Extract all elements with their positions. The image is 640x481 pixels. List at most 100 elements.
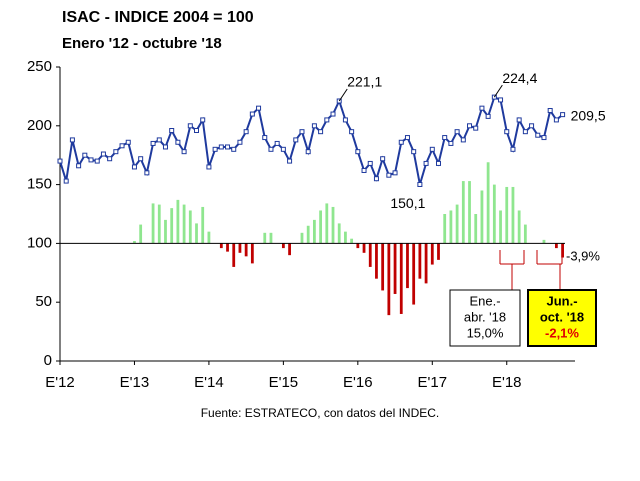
marker: [485, 113, 491, 119]
marker: [107, 156, 113, 162]
bar: [207, 231, 211, 244]
marker: [435, 160, 441, 166]
line: [59, 95, 564, 185]
marker: [175, 139, 181, 145]
x-tick-label: E'17: [418, 374, 448, 391]
marker: [82, 152, 88, 158]
bar: [188, 210, 192, 244]
bar: [182, 204, 186, 244]
marker: [479, 105, 485, 111]
marker: [411, 149, 417, 155]
bar: [263, 232, 267, 244]
marker: [417, 181, 423, 187]
bar: [480, 190, 484, 244]
bar: [306, 225, 310, 244]
bar: [517, 210, 521, 244]
x-tick-label: E'13: [120, 374, 150, 391]
marker: [280, 146, 286, 152]
x-tick-label: E'15: [269, 374, 299, 391]
marker: [404, 135, 410, 141]
bar: [468, 181, 471, 244]
marker: [448, 140, 454, 146]
y-tick-label: 100: [27, 234, 52, 251]
bar: [356, 243, 360, 249]
marker: [144, 170, 150, 176]
marker: [398, 139, 404, 145]
marker: [57, 158, 63, 164]
bar: [281, 243, 285, 249]
marker: [274, 140, 280, 146]
bar: [151, 203, 155, 244]
chart-subtitle: Enero '12 - octubre '18: [62, 35, 222, 52]
bar: [344, 231, 347, 244]
y-tick-label: 50: [35, 293, 52, 310]
marker: [373, 176, 379, 182]
bar: [350, 238, 354, 244]
leader: [493, 84, 503, 98]
marker: [218, 144, 224, 150]
bar: [170, 208, 174, 244]
bar: [288, 243, 291, 256]
bar: [561, 243, 564, 258]
bar: [443, 214, 447, 244]
marker: [442, 135, 448, 141]
bar: [269, 232, 273, 244]
marker: [299, 129, 305, 135]
marker: [63, 178, 69, 184]
marker: [131, 164, 137, 170]
bar: [157, 204, 161, 244]
marker: [510, 146, 516, 152]
bar: [164, 219, 167, 244]
data-label: 150,1: [390, 195, 425, 211]
marker: [361, 167, 367, 173]
y-tick-label: 150: [27, 176, 52, 193]
bar: [250, 243, 254, 264]
bar: [201, 206, 205, 244]
marker: [119, 143, 125, 149]
bar: [505, 186, 509, 244]
bar: [176, 199, 180, 244]
bar: [455, 204, 459, 244]
x-tick-label: E'12: [45, 374, 75, 391]
marker: [268, 146, 274, 152]
marker: [342, 117, 348, 123]
marker: [162, 144, 168, 150]
marker: [529, 123, 535, 129]
bar: [139, 224, 143, 244]
bar: [492, 184, 496, 244]
marker: [262, 135, 268, 141]
bar: [424, 243, 428, 284]
bar: [337, 223, 341, 244]
bar: [418, 243, 422, 279]
bar: [226, 243, 229, 252]
marker: [200, 117, 206, 123]
marker: [181, 149, 187, 155]
chart-title: ISAC - INDICE 2004 = 100: [62, 9, 254, 26]
x-tick-label: E'16: [343, 374, 373, 391]
marker: [318, 129, 324, 135]
bar: [195, 223, 198, 244]
marker: [138, 156, 144, 162]
marker: [498, 97, 504, 103]
marker: [553, 117, 559, 123]
note-text: Jun.-: [546, 293, 577, 308]
marker: [156, 137, 162, 143]
marker: [194, 128, 200, 134]
marker: [504, 129, 510, 135]
marker: [330, 111, 336, 117]
marker: [231, 146, 237, 152]
bar: [232, 243, 236, 267]
marker: [324, 117, 330, 123]
bar: [461, 181, 465, 244]
marker: [76, 163, 82, 169]
marker: [349, 129, 355, 135]
bar: [486, 162, 490, 244]
marker: [473, 125, 479, 131]
data-label: 209,5: [571, 107, 606, 123]
marker: [380, 156, 386, 162]
bar: [375, 243, 378, 279]
marker: [100, 151, 106, 157]
marker: [560, 112, 566, 118]
y-tick-label: 0: [44, 352, 52, 369]
